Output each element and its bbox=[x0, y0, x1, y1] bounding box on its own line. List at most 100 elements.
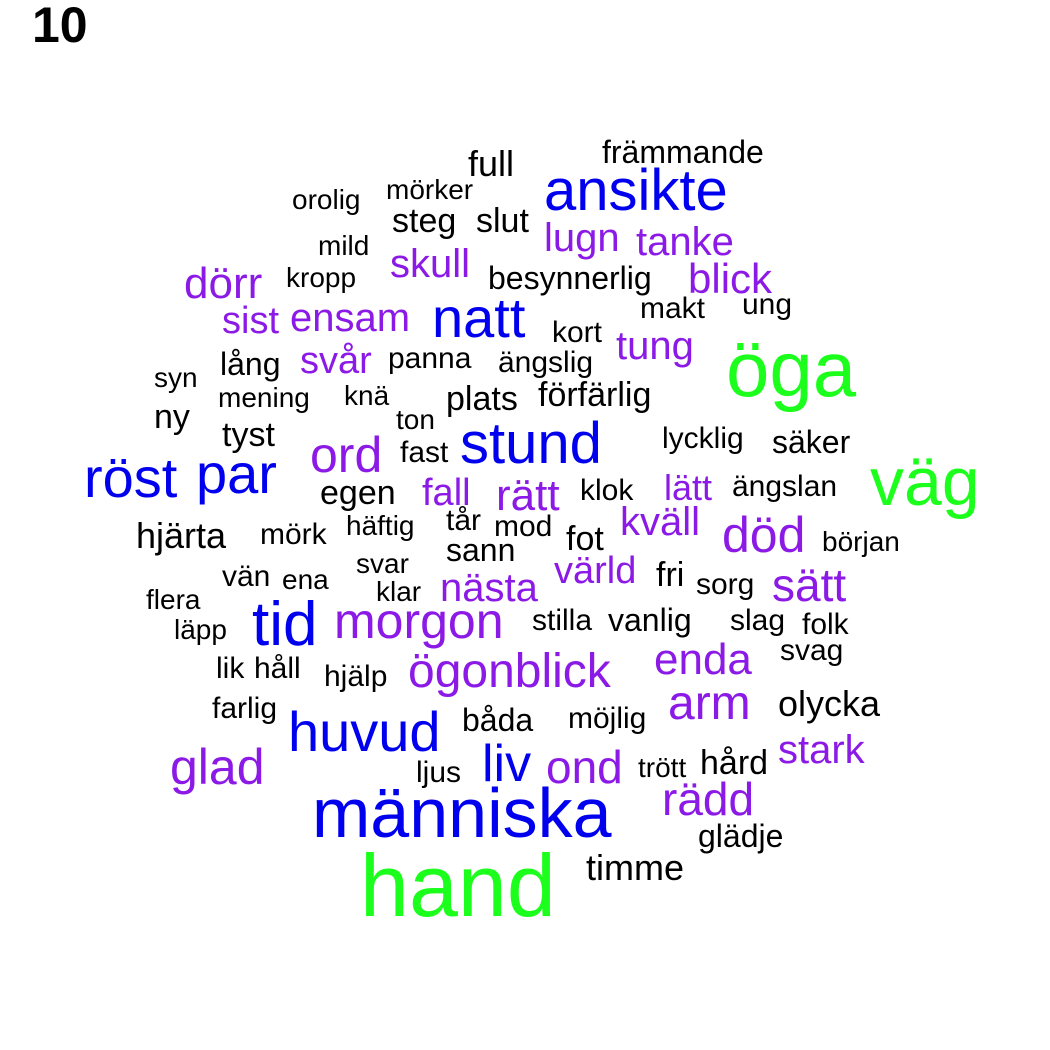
cloud-word: steg bbox=[392, 202, 457, 240]
cloud-word: liv bbox=[482, 735, 532, 793]
cloud-word: mörker bbox=[386, 174, 474, 205]
cloud-word: häftig bbox=[346, 510, 415, 541]
cloud-word: förfärlig bbox=[538, 376, 652, 414]
cloud-word: tår bbox=[446, 504, 482, 537]
cloud-word: kort bbox=[552, 316, 603, 349]
cloud-word: svar bbox=[356, 548, 409, 579]
cloud-word: flera bbox=[146, 584, 201, 615]
cloud-word: klok bbox=[580, 474, 634, 507]
cloud-word: hjälp bbox=[324, 660, 388, 693]
cloud-word: öga bbox=[726, 325, 857, 413]
cloud-word: ton bbox=[396, 404, 435, 435]
cloud-word: trött bbox=[638, 752, 687, 783]
cloud-word: huvud bbox=[288, 700, 441, 763]
cloud-word: lik bbox=[216, 652, 245, 685]
cloud-word: människa bbox=[312, 774, 612, 852]
cloud-word: läpp bbox=[174, 614, 227, 645]
cloud-word: ansikte bbox=[544, 158, 728, 223]
cloud-word: ung bbox=[742, 288, 793, 321]
cloud-word: ögonblick bbox=[408, 645, 611, 698]
cloud-word: hand bbox=[360, 836, 556, 935]
cloud-word: fri bbox=[656, 556, 685, 594]
cloud-word: folk bbox=[802, 608, 849, 641]
cloud-word: enda bbox=[654, 635, 752, 684]
cloud-word: fot bbox=[566, 520, 604, 558]
cloud-word: värld bbox=[554, 550, 637, 592]
cloud-word: ängslig bbox=[498, 346, 594, 379]
cloud-word: nästa bbox=[440, 566, 538, 610]
cloud-word: rätt bbox=[496, 471, 560, 520]
cloud-word: par bbox=[196, 442, 277, 505]
cloud-word: sorg bbox=[696, 568, 755, 601]
cloud-word: sist bbox=[222, 300, 279, 342]
cloud-word: glad bbox=[170, 739, 265, 795]
cloud-word: blick bbox=[688, 255, 773, 302]
cloud-word: besynnerlig bbox=[488, 260, 652, 296]
cloud-word: mod bbox=[494, 510, 553, 543]
cloud-word: svår bbox=[300, 340, 372, 382]
cloud-word: morgon bbox=[334, 593, 504, 649]
cloud-word: sätt bbox=[772, 559, 847, 611]
cloud-word: början bbox=[822, 526, 900, 557]
cloud-word: farlig bbox=[212, 692, 278, 725]
cloud-word: säker bbox=[772, 424, 851, 460]
cloud-word: egen bbox=[320, 474, 396, 512]
cloud-word: olycka bbox=[778, 683, 881, 724]
cloud-word: mening bbox=[218, 382, 310, 413]
cloud-word: hård bbox=[700, 744, 769, 782]
cloud-word: fast bbox=[400, 436, 449, 469]
cloud-word: rädd bbox=[662, 773, 755, 825]
cloud-word: möjlig bbox=[568, 702, 647, 735]
cloud-word: panna bbox=[388, 342, 472, 375]
cloud-word: främmande bbox=[602, 134, 764, 170]
cloud-word: tyst bbox=[222, 416, 275, 454]
cloud-word: kropp bbox=[286, 262, 357, 293]
cloud-word: tung bbox=[616, 324, 694, 368]
cloud-word: ord bbox=[310, 427, 383, 483]
cloud-word: död bbox=[722, 507, 806, 563]
cloud-word: slag bbox=[730, 604, 786, 637]
cloud-word: ond bbox=[546, 741, 623, 793]
cloud-word: hjärta bbox=[136, 515, 227, 556]
cloud-word: slut bbox=[476, 202, 529, 240]
cloud-word: håll bbox=[254, 652, 301, 685]
cloud-word: full bbox=[468, 143, 515, 184]
cloud-word: lång bbox=[220, 346, 281, 382]
cloud-word: lycklig bbox=[662, 422, 744, 455]
cloud-word: tid bbox=[252, 590, 318, 659]
cloud-word: mörk bbox=[260, 518, 327, 551]
cloud-word: svag bbox=[780, 634, 844, 667]
cloud-word: makt bbox=[640, 292, 706, 325]
cloud-word: sann bbox=[446, 532, 516, 568]
cloud-word: natt bbox=[432, 286, 526, 349]
cloud-word: röst bbox=[84, 446, 178, 509]
panel-label: 10 bbox=[32, 0, 88, 53]
cloud-word: syn bbox=[154, 362, 198, 393]
cloud-word: kväll bbox=[620, 500, 701, 544]
cloud-word: orolig bbox=[292, 184, 361, 215]
cloud-word: arm bbox=[668, 677, 751, 730]
cloud-word: ljus bbox=[416, 756, 462, 789]
cloud-word: dörr bbox=[184, 259, 263, 308]
cloud-word: plats bbox=[446, 380, 518, 418]
cloud-word: ena bbox=[282, 564, 329, 595]
cloud-word: båda bbox=[462, 702, 534, 738]
cloud-word: ensam bbox=[290, 296, 411, 340]
cloud-word: glädje bbox=[698, 818, 784, 854]
cloud-word: vanlig bbox=[608, 602, 692, 638]
cloud-word: stund bbox=[460, 411, 602, 476]
cloud-word: tanke bbox=[636, 220, 734, 264]
cloud-word: stark bbox=[778, 728, 865, 772]
cloud-word: ny bbox=[154, 398, 190, 436]
cloud-word: ängslan bbox=[732, 470, 838, 503]
cloud-word: skull bbox=[390, 242, 471, 286]
cloud-word: väg bbox=[870, 444, 980, 520]
cloud-word: klar bbox=[376, 576, 422, 607]
cloud-word: mild bbox=[318, 230, 370, 261]
cloud-word: vän bbox=[222, 560, 271, 593]
cloud-word: timme bbox=[586, 847, 684, 888]
cloud-word: lätt bbox=[664, 467, 713, 508]
cloud-word: stilla bbox=[532, 604, 593, 637]
cloud-word: fall bbox=[422, 472, 471, 514]
